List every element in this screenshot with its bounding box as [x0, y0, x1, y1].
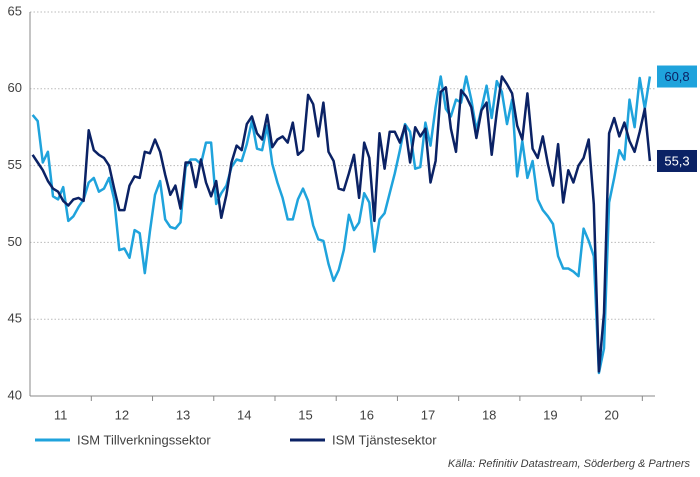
- end-label-box: [657, 65, 697, 88]
- x-tick-label: 13: [176, 407, 190, 422]
- end-label-box: [657, 149, 697, 172]
- x-tick-label: 18: [482, 407, 496, 422]
- y-tick-label: 65: [8, 3, 22, 18]
- series-line: [31, 75, 652, 373]
- x-tick-label: 17: [421, 407, 435, 422]
- x-tick-label: 20: [604, 407, 618, 422]
- x-tick-label: 16: [360, 407, 374, 422]
- series-line: [31, 75, 652, 375]
- end-label: 55,3: [664, 153, 689, 168]
- legend-label: ISM Tillverkningssektor: [77, 432, 211, 447]
- y-tick-label: 50: [8, 234, 22, 249]
- y-tick-label: 40: [8, 387, 22, 402]
- legend-label: ISM Tjänstesektor: [332, 432, 437, 447]
- x-tick-label: 19: [543, 407, 557, 422]
- x-tick-label: 12: [115, 407, 129, 422]
- x-tick-label: 14: [237, 407, 251, 422]
- x-tick-label: 15: [298, 407, 312, 422]
- y-tick-label: 45: [8, 311, 22, 326]
- y-tick-label: 55: [8, 157, 22, 172]
- x-tick-label: 11: [54, 407, 68, 422]
- end-label: 60,8: [664, 69, 689, 84]
- y-tick-label: 60: [8, 80, 22, 95]
- source: Källa: Refinitiv Datastream, Söderberg &…: [448, 458, 691, 470]
